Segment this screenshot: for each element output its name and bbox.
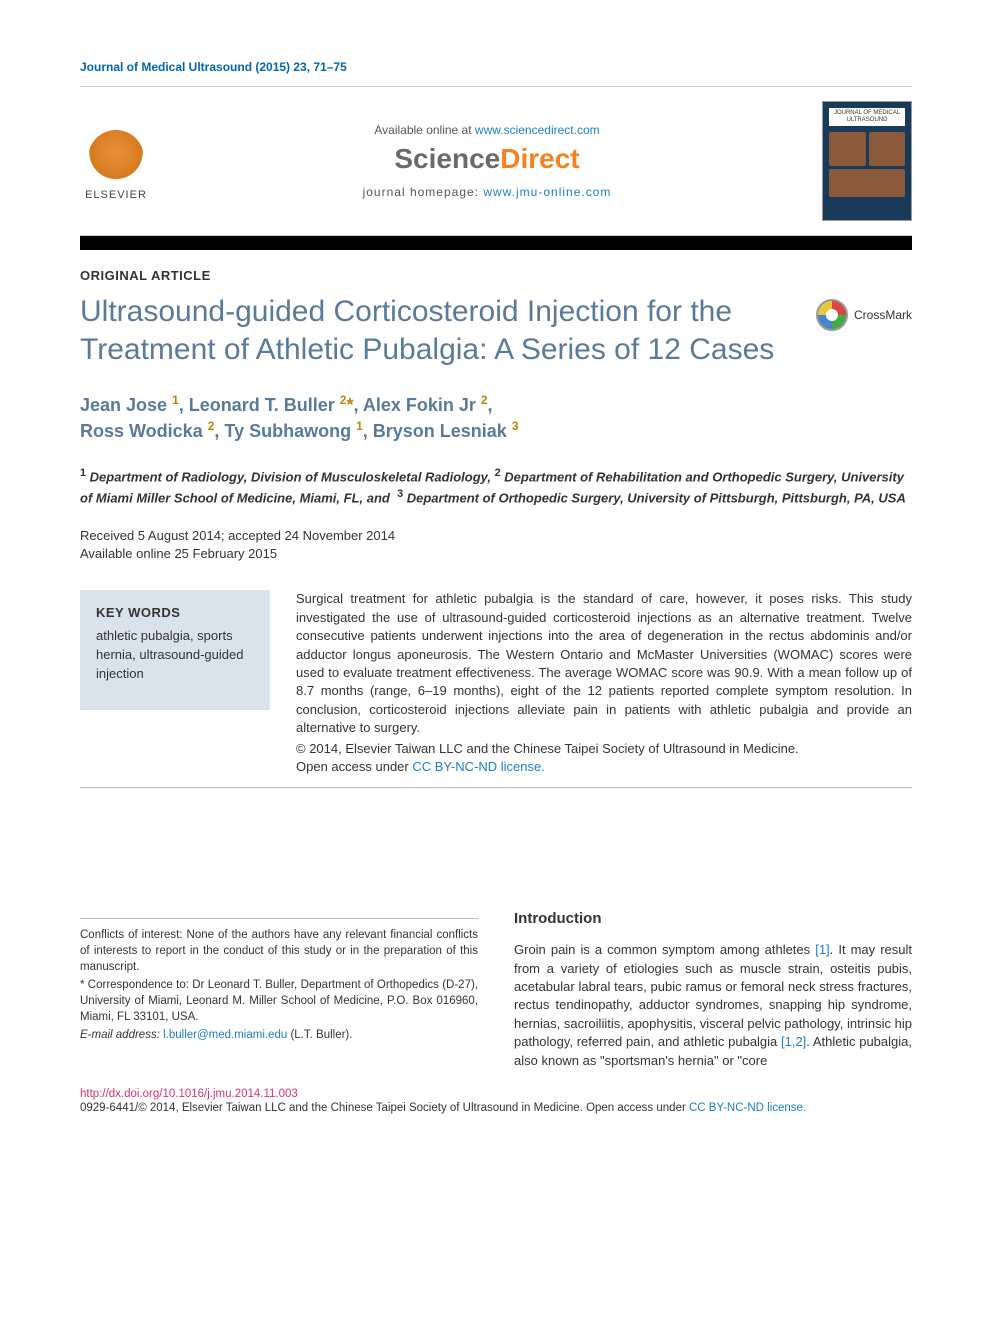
available-prefix: Available online at	[374, 123, 475, 137]
crossmark-label: CrossMark	[854, 308, 912, 322]
doi-link[interactable]: http://dx.doi.org/10.1016/j.jmu.2014.11.…	[80, 1088, 298, 1100]
keywords-heading: KEY WORDS	[96, 604, 254, 623]
correspondence: * Correspondence to: Dr Leonard T. Bulle…	[80, 977, 478, 1025]
introduction-paragraph: Groin pain is a common symptom among ath…	[514, 941, 912, 1070]
abstract-license-line: Open access under CC BY-NC-ND license.	[296, 758, 912, 776]
journal-homepage-link[interactable]: www.jmu-online.com	[483, 185, 611, 199]
keywords-body: athletic pubalgia, sports hernia, ultras…	[96, 627, 254, 684]
introduction-heading: Introduction	[514, 908, 912, 929]
sd-direct-text: Direct	[500, 143, 579, 174]
sciencedirect-logo[interactable]: ScienceDirect	[172, 143, 802, 175]
keywords-box: KEY WORDS athletic pubalgia, sports hern…	[80, 590, 270, 709]
doi-line: http://dx.doi.org/10.1016/j.jmu.2014.11.…	[80, 1088, 912, 1100]
journal-citation: Journal of Medical Ultrasound (2015) 23,…	[80, 60, 912, 74]
online-date: Available online 25 February 2015	[80, 545, 912, 564]
abstract-body: Surgical treatment for athletic pubalgia…	[296, 591, 912, 735]
abstract: Surgical treatment for athletic pubalgia…	[296, 590, 912, 777]
footer-copyright-text: 0929-6441/© 2014, Elsevier Taiwan LLC an…	[80, 1102, 586, 1114]
affiliations: 1 Department of Radiology, Division of M…	[80, 466, 912, 508]
abstract-copyright: © 2014, Elsevier Taiwan LLC and the Chin…	[296, 740, 912, 758]
email-line: E-mail address: l.buller@med.miami.edu (…	[80, 1027, 478, 1043]
corresponding-email-link[interactable]: l.buller@med.miami.edu	[163, 1029, 287, 1041]
sciencedirect-link[interactable]: www.sciencedirect.com	[475, 123, 600, 137]
elsevier-tree-icon	[88, 130, 144, 186]
footer-open-prefix: Open access under	[586, 1102, 689, 1114]
elsevier-logo[interactable]: ELSEVIER	[80, 121, 152, 201]
article-type: ORIGINAL ARTICLE	[80, 268, 912, 283]
crossmark-icon	[816, 299, 848, 331]
conflicts-of-interest: Conflicts of interest: None of the autho…	[80, 927, 478, 975]
email-label: E-mail address:	[80, 1029, 163, 1041]
crossmark-badge[interactable]: CrossMark	[816, 299, 912, 331]
cover-title: JOURNAL OF MEDICAL ULTRASOUND	[829, 108, 905, 126]
cover-thumb	[829, 169, 905, 197]
footnotes: Conflicts of interest: None of the autho…	[80, 918, 478, 1044]
copyright-footer: 0929-6441/© 2014, Elsevier Taiwan LLC an…	[80, 1102, 912, 1114]
email-suffix: (L.T. Buller).	[287, 1029, 352, 1041]
cover-thumb	[829, 132, 866, 166]
right-column: Introduction Groin pain is a common symp…	[514, 908, 912, 1070]
license-link[interactable]: CC BY-NC-ND license.	[412, 759, 544, 774]
left-column: Conflicts of interest: None of the autho…	[80, 908, 478, 1070]
homepage-line: journal homepage: www.jmu-online.com	[172, 185, 802, 199]
article-title: Ultrasound-guided Corticosteroid Injecti…	[80, 293, 796, 368]
divider-bar	[80, 236, 912, 250]
available-online-line: Available online at www.sciencedirect.co…	[172, 123, 802, 137]
footer-license-link[interactable]: CC BY-NC-ND license.	[689, 1102, 806, 1114]
homepage-prefix: journal homepage:	[363, 185, 484, 199]
publication-dates: Received 5 August 2014; accepted 24 Nove…	[80, 527, 912, 565]
cover-thumb	[869, 132, 906, 166]
elsevier-label: ELSEVIER	[85, 189, 147, 201]
branding-band: ELSEVIER Available online at www.science…	[80, 86, 912, 236]
journal-cover-thumbnail[interactable]: JOURNAL OF MEDICAL ULTRASOUND	[822, 101, 912, 221]
received-accepted-date: Received 5 August 2014; accepted 24 Nove…	[80, 527, 912, 546]
open-access-prefix: Open access under	[296, 759, 412, 774]
authors-list: Jean Jose 1, Leonard T. Buller 2*, Alex …	[80, 392, 912, 444]
sd-science-text: Science	[394, 143, 500, 174]
